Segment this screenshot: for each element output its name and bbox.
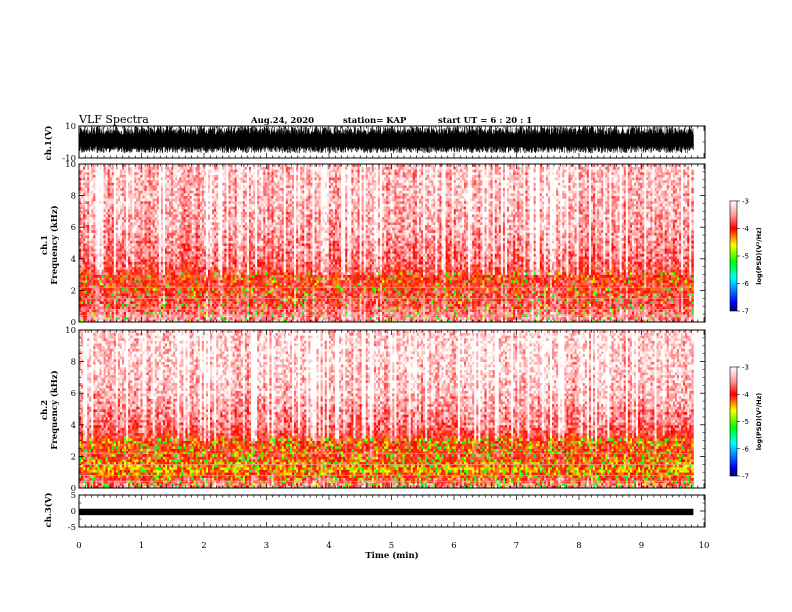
ch1-spectrogram-cells xyxy=(79,164,694,323)
colorbar-label: log(PSD)(V²/Hz) xyxy=(755,393,763,451)
colorbar-gradient xyxy=(729,366,738,477)
colorbar-tick-label: -5 xyxy=(742,418,749,426)
colorbar-tick-label: -4 xyxy=(742,225,750,233)
ch1-spectrogram-ytick-label: 6 xyxy=(71,223,76,233)
x-tick-label: 2 xyxy=(201,541,206,551)
x-axis-label: Time (min) xyxy=(365,550,418,561)
ch3-waveform-panel: 5 0 -5 xyxy=(68,491,706,533)
ch2-spectrogram-ylabel-freq: Frequency (kHz) xyxy=(49,370,60,449)
ch1-spectrogram-ytick-label: 2 xyxy=(71,286,76,296)
ch1-waveform-trace xyxy=(78,125,694,154)
date-label: Aug.24, 2020 xyxy=(250,116,314,126)
ch2-spectrogram-cells xyxy=(79,330,694,489)
ch1-spectrogram-ylabel-freq: Frequency (kHz) xyxy=(49,205,60,284)
x-tick-label: 3 xyxy=(264,541,269,551)
colorbar-tick-label: -4 xyxy=(742,391,750,399)
station-label: station= KAP xyxy=(343,116,407,126)
ch2-spectrogram-ytick-label: 6 xyxy=(71,389,76,399)
colorbar-tick-label: -7 xyxy=(742,308,749,316)
figure-title: VLF Spectra xyxy=(78,113,149,126)
ch3-waveform-ytick-label: -5 xyxy=(68,523,76,533)
x-tick-label: 9 xyxy=(639,541,644,551)
ch1-spectrogram-ytick-label: 10 xyxy=(65,160,76,170)
x-tick-label: 6 xyxy=(451,541,456,551)
ch2-spectrogram-ylabel-channel: ch.2 xyxy=(40,400,50,420)
ch1-waveform-ytick-label: 10 xyxy=(65,122,76,132)
ch1-spectrogram-ylabel-channel: ch.1 xyxy=(40,235,50,255)
start-time-label: start UT = 6 : 20 : 1 xyxy=(438,116,532,126)
x-tick-label: 10 xyxy=(699,541,710,551)
ch2-spectrogram-panel: 0 2 4 6 8 10 xyxy=(65,326,706,494)
ch2-spectrogram-ytick-label: 8 xyxy=(71,358,76,368)
ch3-waveform-ytick-label: 0 xyxy=(71,507,76,517)
x-tick-label: 8 xyxy=(576,541,581,551)
x-tick-labels: 0 1 2 3 4 5 6 7 8 9 10 xyxy=(76,541,709,551)
x-tick-label: 5 xyxy=(389,541,394,551)
colorbar-tick-label: -7 xyxy=(742,473,749,481)
ch1-waveform-ytick-label: -10 xyxy=(62,154,76,164)
colorbar-tick-label: -6 xyxy=(742,445,750,453)
ch1-spectrogram-ytick-label: 8 xyxy=(71,192,76,202)
ch2-spectrogram-ytick-label: 4 xyxy=(71,421,76,431)
colorbar-tick-label: -5 xyxy=(742,253,749,261)
x-tick-label: 0 xyxy=(76,541,81,551)
ch3-waveform-trace xyxy=(79,508,694,516)
ch1-spectrogram-ytick-label: 0 xyxy=(71,318,76,328)
ch3-waveform-ytick-label: 5 xyxy=(71,491,76,501)
colorbar-tick-label: -6 xyxy=(742,280,750,288)
ch1-waveform-panel: 10 -10 xyxy=(62,122,706,164)
x-tick-label: 7 xyxy=(514,541,519,551)
ch2-spectrogram-ytick-label: 0 xyxy=(71,484,76,494)
ch1-spectrogram-ytick-label: 4 xyxy=(71,255,76,265)
ch3-waveform-ylabel: ch.3(V) xyxy=(43,493,54,528)
colorbar-tick-label: -3 xyxy=(742,198,749,206)
ch1-spectrogram-panel: 0 2 4 6 8 10 xyxy=(65,160,706,328)
x-tick-label: 1 xyxy=(139,541,144,551)
ch2-spectrogram-ytick-label: 2 xyxy=(71,452,76,462)
colorbar-tick-label: -3 xyxy=(742,364,749,372)
ch2-spectrogram-ytick-label: 10 xyxy=(65,326,76,336)
x-tick-label: 4 xyxy=(326,541,331,551)
colorbar-label: log(PSD)(V²/Hz) xyxy=(755,227,763,285)
colorbar-gradient xyxy=(729,200,738,312)
ch1-colorbar: -3 -4 -5 -6 -7 log(PSD)(V²/Hz) xyxy=(729,198,763,316)
ch1-waveform-ylabel: ch.1(V) xyxy=(43,126,54,161)
ch2-colorbar: -3 -4 -5 -6 -7 log(PSD)(V²/Hz) xyxy=(729,364,763,481)
